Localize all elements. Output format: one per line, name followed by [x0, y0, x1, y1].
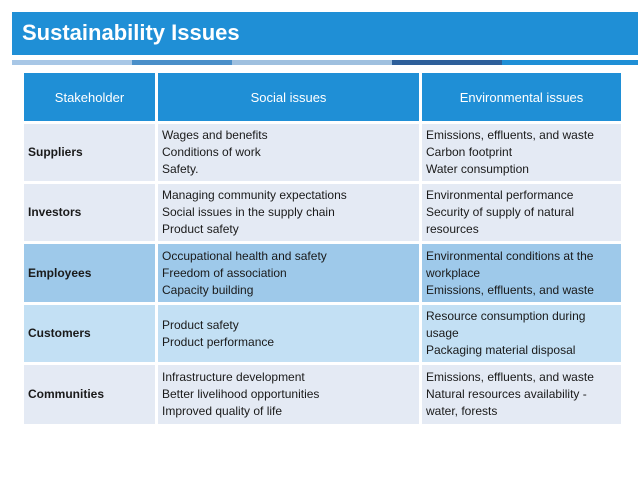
social-issue: Product safety	[162, 317, 239, 332]
social-issue: Conditions of work	[162, 145, 261, 159]
header-stakeholder: Stakeholder	[24, 73, 155, 121]
header-environmental-issues: Environmental issues	[422, 73, 621, 121]
slide-title: Sustainability Issues	[22, 20, 240, 45]
environmental-issue: workplace	[426, 265, 481, 280]
environmental-issue: water, forests	[426, 404, 498, 418]
stripe-segment	[392, 60, 502, 65]
social-issue: Capacity building	[162, 282, 254, 297]
environmental-issue: Environmental conditions at the	[426, 248, 594, 263]
environmental-issue: Security of supply of natural	[426, 205, 575, 219]
environmental-issue: Emissions, effluents, and waste	[426, 128, 594, 142]
environmental-issue: Natural resources availability -	[426, 387, 587, 401]
environmental-issue: Resource consumption during	[426, 309, 586, 323]
environmental-issue: Emissions, effluents, and waste	[426, 282, 594, 297]
environmental-issues-cell: Environmental performance Security of su…	[422, 184, 621, 241]
social-issues-cell: Managing community expectations Social i…	[158, 184, 419, 241]
decorative-stripe	[12, 60, 638, 65]
social-issues-cell: Infrastructure development Better liveli…	[158, 365, 419, 424]
environmental-issue: Water consumption	[426, 162, 529, 176]
environmental-issue: Emissions, effluents, and waste	[426, 370, 594, 384]
table-row: Employees Occupational health and safety…	[24, 244, 621, 302]
social-issue: Wages and benefits	[162, 128, 268, 142]
environmental-issue: usage	[426, 326, 459, 340]
social-issue: Product performance	[162, 334, 275, 349]
social-issue: Occupational health and safety	[162, 248, 327, 263]
environmental-issue: resources	[426, 222, 479, 236]
environmental-issue: Carbon footprint	[426, 145, 513, 159]
environmental-issue: Environmental performance	[426, 188, 574, 202]
issues-table: Stakeholder Social issues Environmental …	[21, 70, 624, 427]
social-issues-cell: Occupational health and safety Freedom o…	[158, 244, 419, 302]
social-issue: Safety.	[162, 162, 199, 176]
header-row: Stakeholder Social issues Environmental …	[24, 73, 621, 121]
social-issue: Product safety	[162, 222, 239, 236]
stakeholder-cell: Investors	[24, 184, 155, 241]
stakeholder-cell: Suppliers	[24, 124, 155, 181]
environmental-issues-cell: Resource consumption during usage Packag…	[422, 305, 621, 362]
environmental-issues-cell: Emissions, effluents, and waste Carbon f…	[422, 124, 621, 181]
title-bar: Sustainability Issues	[12, 12, 638, 55]
header-social-issues: Social issues	[158, 73, 419, 121]
table-row: Suppliers Wages and benefits Conditions …	[24, 124, 621, 181]
social-issue: Improved quality of life	[162, 404, 283, 418]
social-issues-cell: Product safety Product performance	[158, 305, 419, 362]
environmental-issues-cell: Emissions, effluents, and waste Natural …	[422, 365, 621, 424]
social-issue: Managing community expectations	[162, 188, 347, 202]
stakeholder-cell: Customers	[24, 305, 155, 362]
stripe-segment	[132, 60, 232, 65]
social-issues-cell: Wages and benefits Conditions of work Sa…	[158, 124, 419, 181]
stakeholder-cell: Communities	[24, 365, 155, 424]
environmental-issues-cell: Environmental conditions at the workplac…	[422, 244, 621, 302]
table-row: Communities Infrastructure development B…	[24, 365, 621, 424]
stripe-segment	[232, 60, 392, 65]
stakeholder-cell: Employees	[24, 244, 155, 302]
stripe-segment	[12, 60, 132, 65]
table-row: Investors Managing community expectation…	[24, 184, 621, 241]
social-issue: Infrastructure development	[162, 370, 305, 384]
environmental-issue: Packaging material disposal	[426, 343, 576, 357]
social-issue: Freedom of association	[162, 265, 287, 280]
stripe-segment	[502, 60, 638, 65]
social-issue: Better livelihood opportunities	[162, 387, 320, 401]
social-issue: Social issues in the supply chain	[162, 205, 335, 219]
table-row: Customers Product safety Product perform…	[24, 305, 621, 362]
